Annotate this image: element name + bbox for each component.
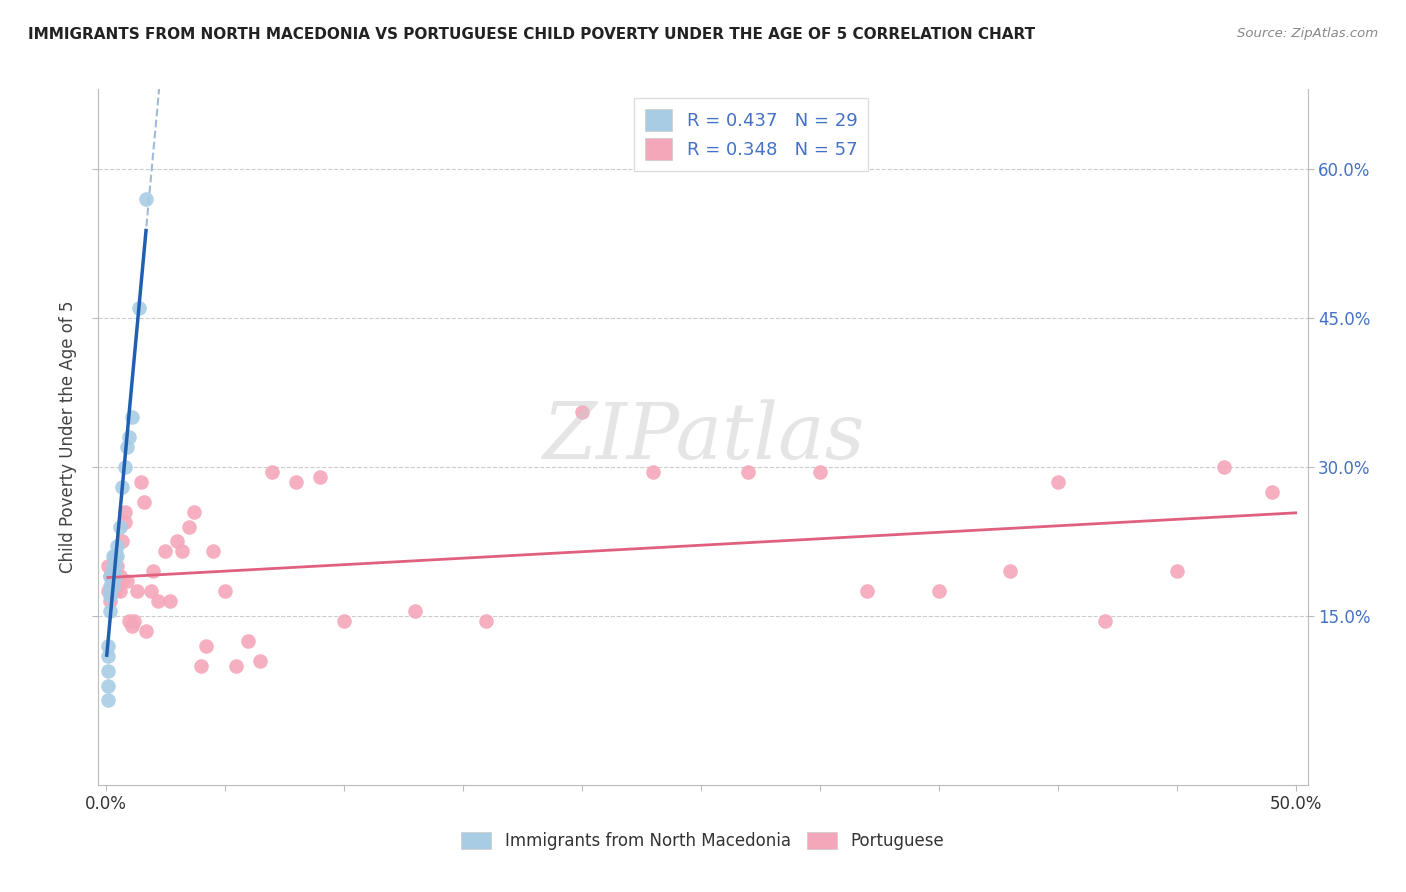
Point (125, 584, 148, 599)
Point (201, 544, 224, 558)
Point (104, 569, 127, 583)
Y-axis label: Child Poverty Under the Age of 5: Child Poverty Under the Age of 5 (59, 301, 77, 574)
Point (101, 574, 124, 589)
Point (107, 540, 129, 554)
Point (104, 559, 127, 574)
Point (998, 564, 1021, 578)
Point (97, 664, 120, 678)
Point (101, 549, 124, 564)
Point (571, 405, 593, 419)
Point (118, 430, 141, 444)
Point (139, 584, 162, 599)
Point (107, 559, 129, 574)
Point (97, 648, 120, 663)
Point (1046, 475, 1069, 489)
Point (332, 614, 354, 628)
Point (183, 505, 205, 519)
Point (856, 584, 879, 599)
Point (238, 633, 260, 648)
Point (170, 544, 193, 558)
Point (97, 679, 120, 693)
Point (142, 564, 165, 578)
Point (128, 301, 150, 315)
Point (98, 579, 121, 593)
Point (475, 614, 498, 628)
Point (98, 594, 121, 608)
Point (808, 465, 831, 479)
Text: ZIPatlas: ZIPatlas (541, 399, 865, 475)
Point (308, 470, 330, 484)
Point (101, 579, 124, 593)
Point (108, 584, 131, 599)
Point (107, 579, 129, 593)
Point (404, 604, 426, 618)
Point (111, 480, 134, 494)
Point (97, 559, 120, 574)
Point (129, 475, 152, 489)
Point (115, 440, 138, 454)
Point (135, 624, 157, 638)
Point (101, 569, 124, 583)
Point (97, 584, 120, 599)
Point (97, 639, 120, 653)
Text: IMMIGRANTS FROM NORTH MACEDONIA VS PORTUGUESE CHILD POVERTY UNDER THE AGE OF 5 C: IMMIGRANTS FROM NORTH MACEDONIA VS PORTU… (28, 27, 1035, 42)
Point (98, 604, 121, 618)
Point (111, 574, 134, 589)
Point (108, 519, 131, 533)
Point (737, 465, 759, 479)
Point (121, 619, 143, 633)
Legend: Immigrants from North Macedonia, Portuguese: Immigrants from North Macedonia, Portugu… (454, 825, 952, 856)
Point (101, 559, 124, 574)
Point (285, 475, 308, 489)
Point (641, 465, 664, 479)
Point (101, 564, 124, 578)
Point (101, 584, 124, 599)
Point (111, 534, 134, 549)
Point (1166, 564, 1188, 578)
Point (190, 658, 212, 673)
Point (114, 515, 136, 529)
Point (98, 569, 121, 583)
Point (1261, 484, 1284, 499)
Point (1213, 459, 1236, 474)
Point (118, 614, 141, 628)
Point (225, 658, 247, 673)
Point (101, 569, 124, 583)
Point (108, 569, 131, 583)
Point (114, 505, 136, 519)
Point (1094, 614, 1116, 628)
Point (166, 534, 188, 549)
Point (153, 544, 176, 558)
Point (107, 549, 129, 564)
Point (249, 654, 271, 668)
Point (262, 465, 284, 479)
Point (97, 693, 120, 707)
Point (98, 589, 121, 603)
Point (115, 574, 138, 589)
Point (928, 584, 950, 599)
Point (214, 584, 236, 599)
Point (98, 569, 121, 583)
Text: Source: ZipAtlas.com: Source: ZipAtlas.com (1237, 27, 1378, 40)
Point (114, 459, 136, 474)
Point (104, 549, 127, 564)
Point (98, 584, 121, 599)
Point (135, 192, 157, 206)
Point (122, 614, 145, 628)
Point (177, 519, 200, 533)
Point (132, 494, 155, 508)
Point (121, 410, 143, 425)
Point (146, 594, 169, 608)
Point (194, 639, 217, 653)
Point (159, 594, 181, 608)
Point (104, 584, 127, 599)
